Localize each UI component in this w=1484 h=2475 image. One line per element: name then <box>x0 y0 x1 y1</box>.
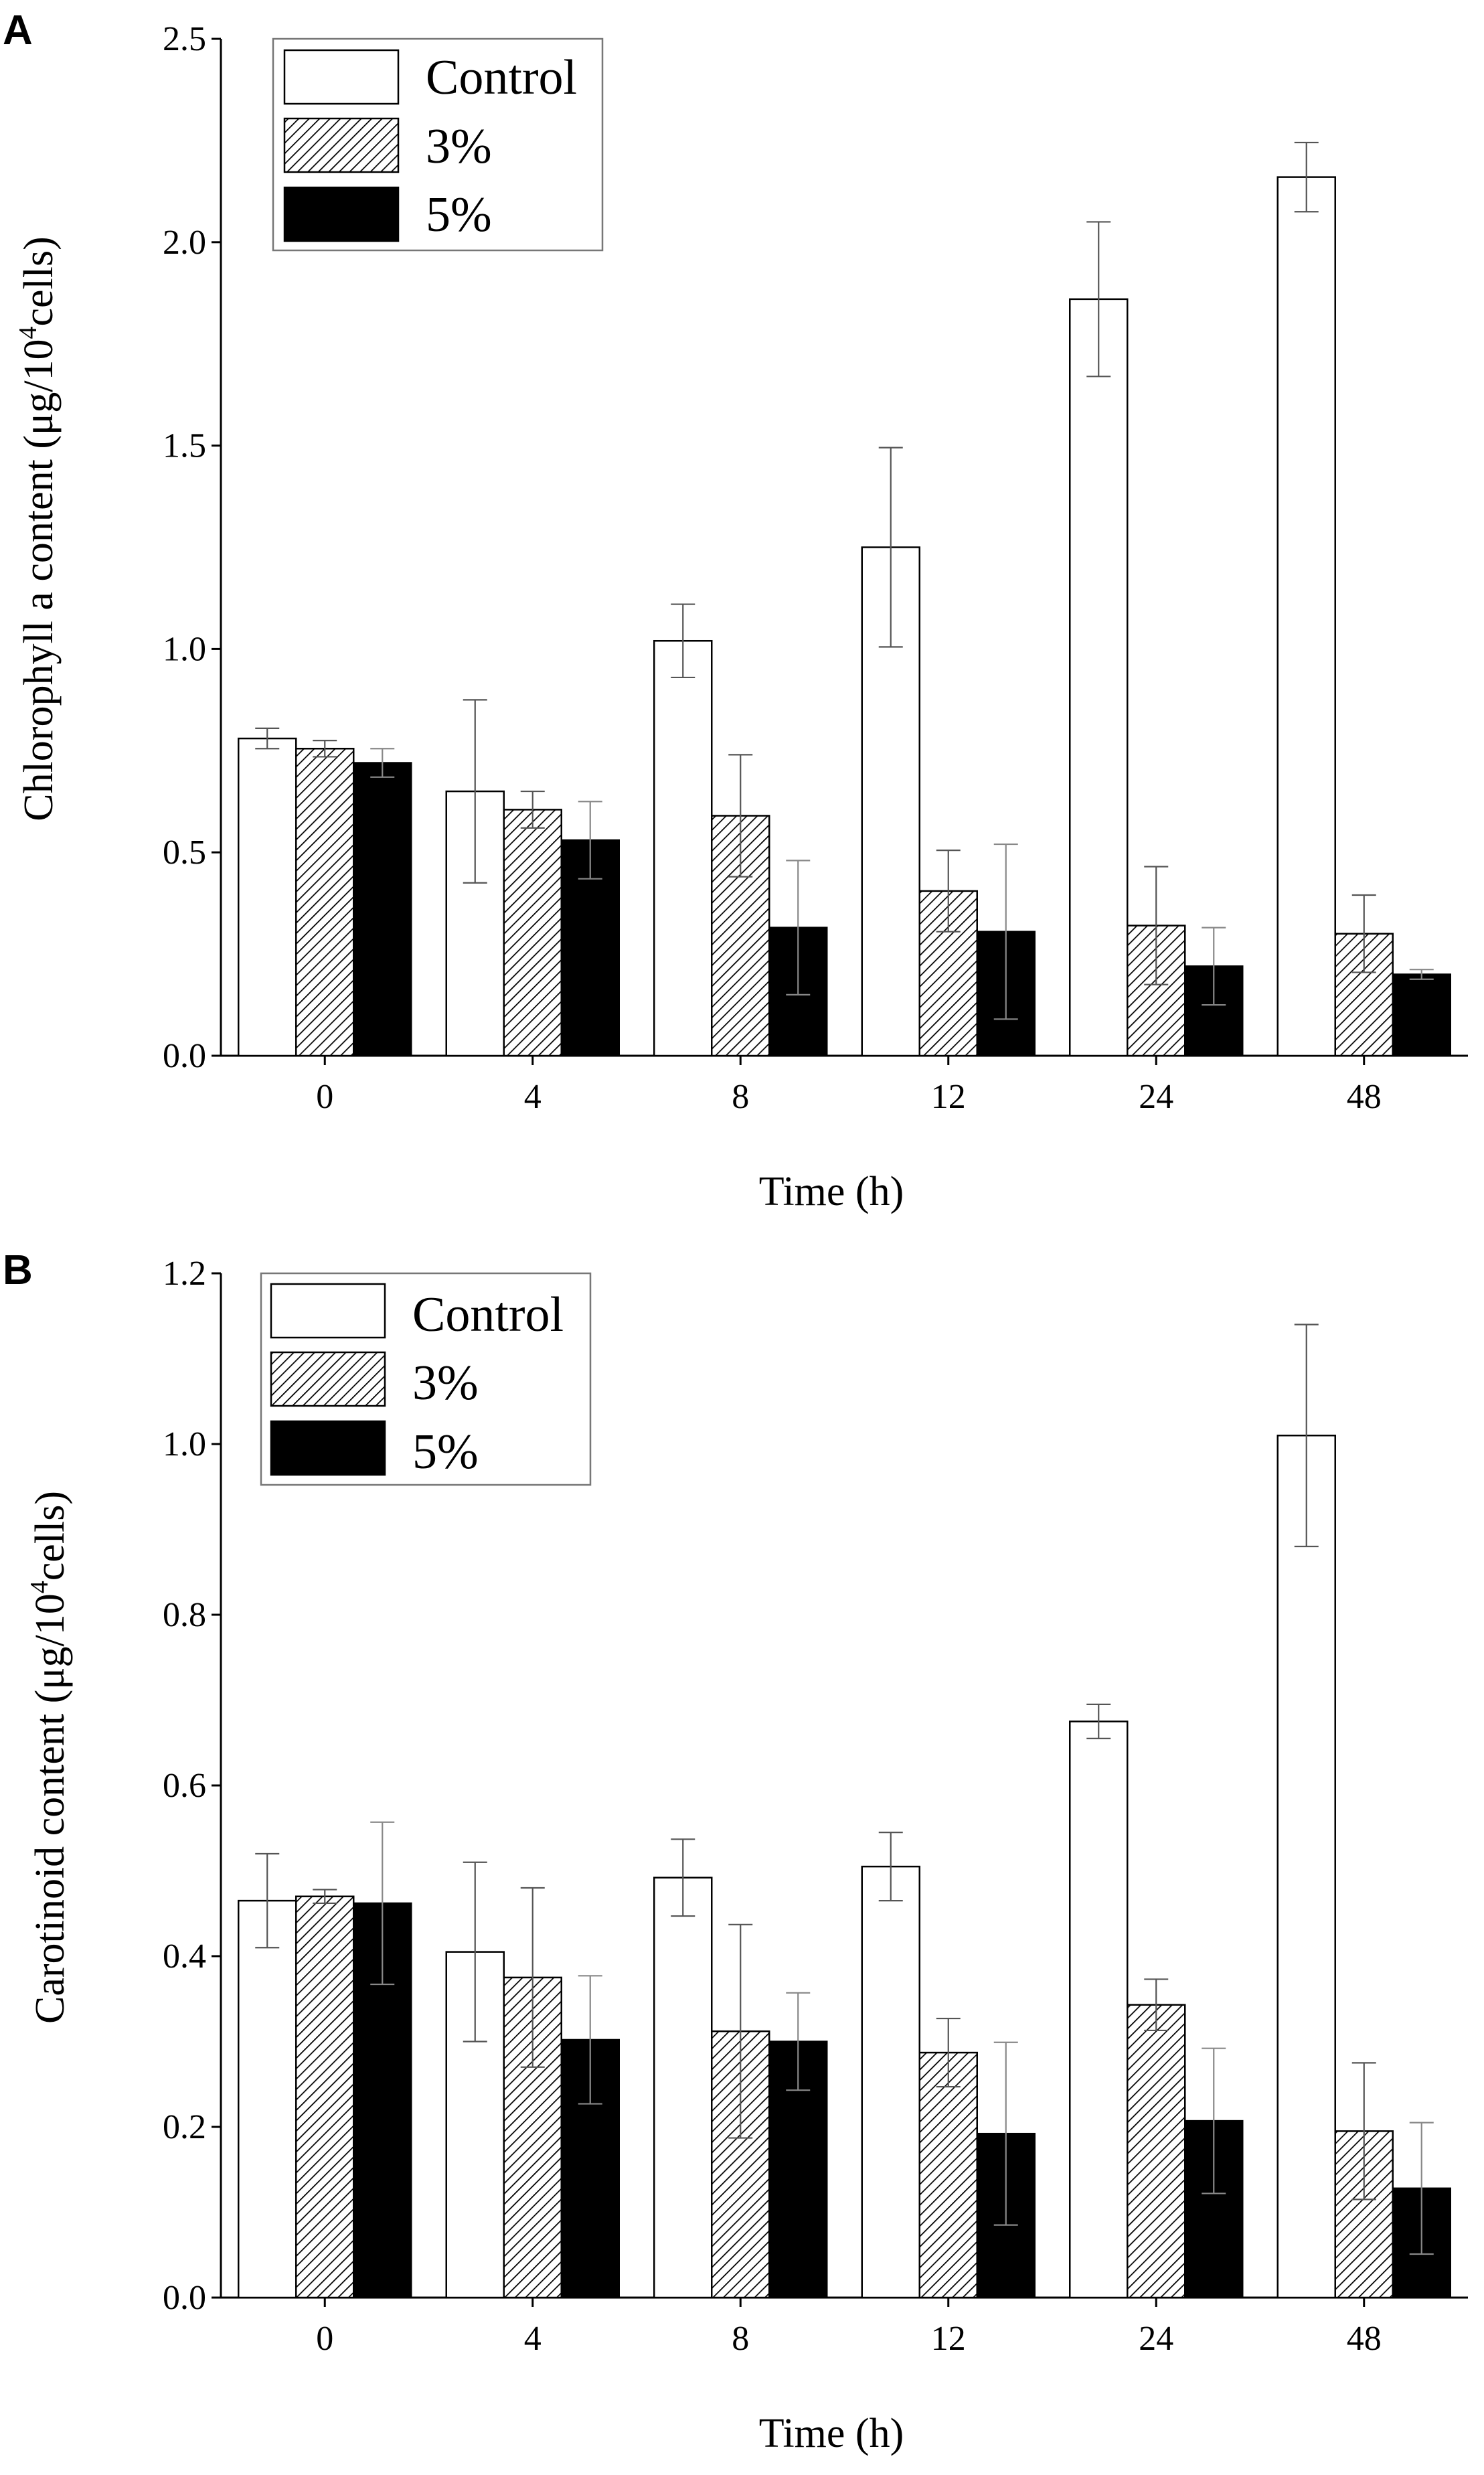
bar-5pct-48 <box>1392 973 1451 1057</box>
y-tick-label: 0.0 <box>163 2279 206 2317</box>
y-axis-title-a: Chlorophyll a content (μg/104cells) <box>14 236 62 821</box>
panel-label-b: B <box>3 1247 33 1293</box>
y-axis-title-a-suffix: cells) <box>16 236 62 326</box>
legend-swatch-5pct-b <box>270 1420 386 1476</box>
y-tick-label: 1.0 <box>163 630 206 668</box>
y-axis-title-b-sup: 4 <box>25 1581 54 1593</box>
legend-label-control-b: Control <box>412 1287 564 1342</box>
bar-3pct-4 <box>503 809 562 1057</box>
legend-swatch-control-a <box>283 49 400 105</box>
bar-control-24 <box>1069 298 1129 1057</box>
x-tick-label: 48 <box>1347 1078 1382 1116</box>
x-axis-title-b: Time (h) <box>759 2411 904 2456</box>
bar-control-8 <box>653 1877 713 2299</box>
x-axis-title-a: Time (h) <box>759 1169 904 1214</box>
legend-label-3pct-b: 3% <box>412 1356 479 1411</box>
bar-control-48 <box>1276 176 1336 1057</box>
legend-swatch-control-b <box>270 1283 386 1339</box>
bar-control-24 <box>1069 1721 1129 2299</box>
bar-control-0 <box>238 1899 297 2299</box>
bar-control-12 <box>861 1865 920 2299</box>
legend-swatch-5pct-a <box>283 186 400 242</box>
y-tick-label: 0.8 <box>163 1596 206 1634</box>
y-tick-label: 1.5 <box>163 427 206 465</box>
chart-b: B Carotinoid content (μg/104cells) Time … <box>3 1247 1468 2456</box>
bar-control-0 <box>238 737 297 1057</box>
bar-5pct-0 <box>353 762 412 1057</box>
legend-label-5pct-a: 5% <box>426 187 492 242</box>
bar-control-8 <box>653 639 713 1057</box>
y-axis-title-b-prefix: Carotinoid content (μg/10 <box>27 1593 73 2024</box>
bar-3pct-24 <box>1127 2004 1186 2299</box>
y-tick-label: 0.0 <box>163 1037 206 1075</box>
x-tick-label: 24 <box>1139 1078 1173 1116</box>
x-tick-label: 4 <box>524 2320 542 2358</box>
legend-label-5pct-b: 5% <box>412 1425 479 1480</box>
x-tick-label: 8 <box>732 2320 749 2358</box>
y-tick-label: 0.2 <box>163 2108 206 2146</box>
bar-5pct-24 <box>1184 2120 1244 2299</box>
y-axis-title-a-sup: 4 <box>14 326 42 339</box>
x-tick-label: 0 <box>316 1078 333 1116</box>
x-tick-label: 8 <box>732 1078 749 1116</box>
chart-a: A Chlorophyll a content (μg/104cells) Ti… <box>3 7 1468 1214</box>
y-tick-label: 1.2 <box>163 1255 206 1293</box>
panel-label-a: A <box>3 7 33 54</box>
y-axis-title-b: Carotinoid content (μg/104cells) <box>25 1491 73 2024</box>
x-tick-label: 24 <box>1139 2320 1173 2358</box>
bar-control-48 <box>1276 1435 1336 2299</box>
x-tick-label: 12 <box>931 1078 966 1116</box>
x-tick-label: 0 <box>316 2320 333 2358</box>
legend-label-control-a: Control <box>426 50 577 105</box>
y-axis-title-b-suffix: cells) <box>27 1491 73 1581</box>
x-tick-label: 48 <box>1347 2320 1382 2358</box>
y-tick-label: 0.6 <box>163 1767 206 1805</box>
x-tick-label: 12 <box>931 2320 966 2358</box>
y-tick-label: 1.0 <box>163 1425 206 1463</box>
y-tick-label: 2.5 <box>163 20 206 58</box>
bar-3pct-12 <box>918 2051 978 2299</box>
legend-label-3pct-a: 3% <box>426 119 492 174</box>
legend-swatch-3pct-b <box>270 1351 386 1407</box>
y-tick-label: 0.5 <box>163 833 206 872</box>
x-tick-label: 4 <box>524 1078 542 1116</box>
y-tick-label: 2.0 <box>163 224 206 262</box>
y-axis-title-a-prefix: Chlorophyll a content (μg/10 <box>16 339 62 821</box>
y-tick-label: 0.4 <box>163 1937 206 1976</box>
legend-swatch-3pct-a <box>283 117 400 173</box>
bar-3pct-0 <box>295 748 355 1057</box>
legend-a: Control 3% 5% <box>272 37 604 252</box>
bar-3pct-0 <box>295 1895 355 2299</box>
legend-b: Control 3% 5% <box>260 1272 592 1486</box>
